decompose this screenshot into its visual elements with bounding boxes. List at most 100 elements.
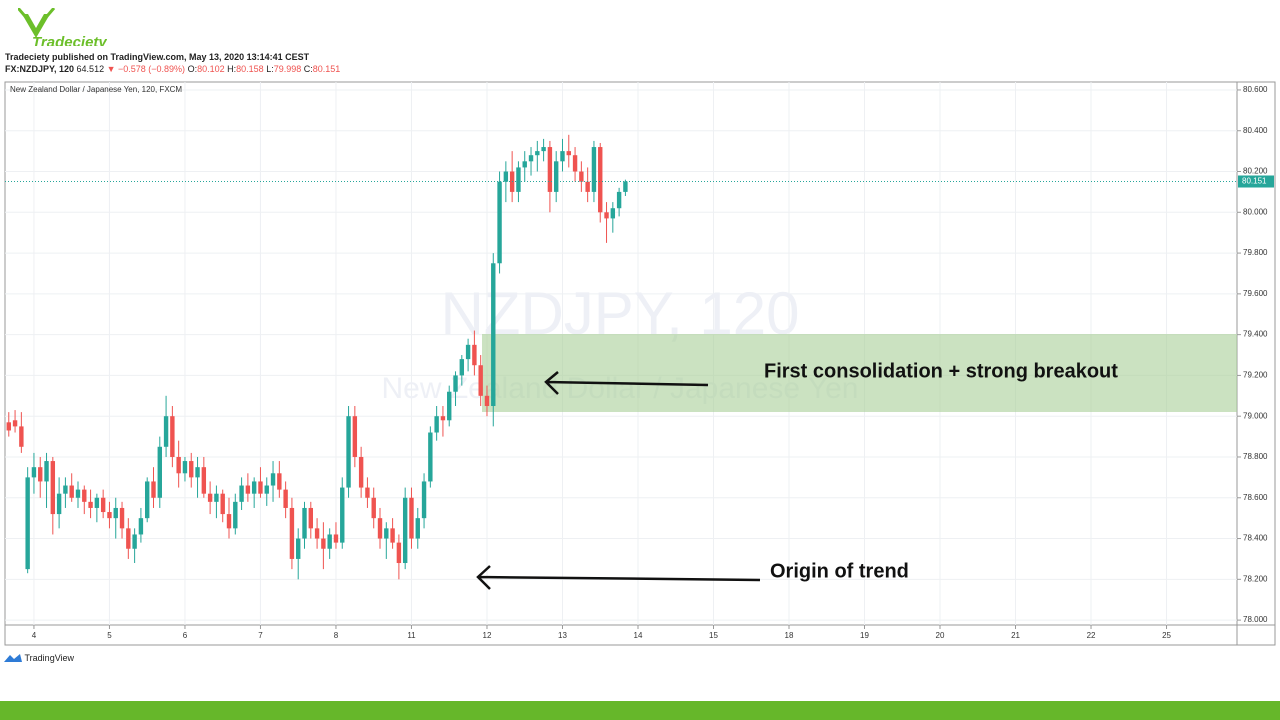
candle-body — [610, 208, 616, 219]
candle-body — [384, 528, 389, 539]
candle-body — [151, 481, 156, 498]
candle-body — [566, 151, 571, 156]
candle-body — [119, 507, 125, 529]
x-tick-label: 15 — [709, 631, 718, 640]
symbol: FX:NZDJPY, 120 — [5, 64, 75, 74]
x-tick-label: 11 — [407, 631, 416, 640]
candle-body — [163, 416, 169, 447]
candle-body — [333, 534, 339, 543]
candle-body — [585, 181, 590, 192]
candle-body — [157, 446, 162, 498]
x-tick-label: 18 — [785, 631, 794, 640]
o-value: 80.102 — [197, 64, 225, 74]
candle-body — [176, 456, 181, 474]
candle-body — [226, 514, 232, 529]
candle-body — [251, 481, 257, 494]
candle-body — [535, 151, 540, 156]
chart-frame — [4, 81, 1276, 646]
candle-body — [44, 461, 49, 482]
y-tick-label: 80.200 — [1243, 167, 1268, 176]
candle-body — [31, 467, 37, 478]
x-tick-label: 20 — [936, 631, 945, 640]
candle-body — [82, 489, 87, 502]
l-value: 79.998 — [273, 64, 302, 74]
candle-body — [491, 263, 496, 407]
candle-body — [283, 489, 288, 508]
candle-body — [63, 485, 68, 494]
x-tick-label: 14 — [634, 631, 643, 640]
arrow — [544, 371, 709, 395]
candle-body — [170, 416, 175, 457]
candle-body — [302, 507, 307, 539]
y-tick-label: 78.800 — [1243, 452, 1268, 461]
candle-body — [365, 487, 370, 498]
candle-body — [182, 461, 188, 474]
y-tick-label: 78.600 — [1243, 493, 1268, 502]
candle-body — [94, 497, 100, 508]
candle-body — [459, 359, 465, 376]
y-tick-label: 79.600 — [1243, 289, 1268, 298]
candle-body — [352, 416, 358, 457]
candle-body — [409, 497, 414, 539]
candle-body — [38, 467, 43, 482]
candle-body — [138, 518, 144, 535]
candle-body — [616, 191, 622, 209]
candle-body — [126, 528, 131, 549]
candle-body — [402, 497, 408, 564]
candle-body — [572, 155, 578, 172]
candle-body — [434, 416, 439, 433]
annotation: First consolidation + strong breakout — [764, 360, 1118, 382]
candle-body — [220, 493, 225, 515]
candle-body — [623, 181, 628, 192]
chart-title: New Zealand Dollar / Japanese Yen, 120, … — [10, 85, 182, 94]
x-tick-label: 5 — [107, 631, 112, 640]
candle-body — [453, 375, 458, 392]
candle-body — [340, 487, 345, 543]
candle-body — [233, 501, 238, 529]
candle-body — [579, 171, 584, 182]
chart: NZDJPY, 120 New Zealand Dollar / Japanes… — [4, 81, 1276, 646]
arrow — [476, 565, 761, 590]
candle-body — [591, 147, 597, 192]
candle-body — [214, 493, 219, 502]
candle-body — [447, 391, 452, 421]
candle-body — [541, 147, 546, 152]
candle-body — [327, 534, 332, 549]
candle-body — [277, 473, 282, 490]
y-tick-label: 78.400 — [1243, 534, 1268, 543]
candle-body — [553, 161, 559, 192]
y-tick-label: 78.000 — [1243, 615, 1268, 624]
candle-body — [245, 485, 251, 494]
y-tick-label: 80.000 — [1243, 207, 1268, 216]
brand-icon — [4, 654, 22, 662]
candles — [6, 134, 628, 580]
candle-body — [484, 395, 490, 407]
y-tick-label: 78.200 — [1243, 574, 1268, 583]
y-tick-label: 80.400 — [1243, 126, 1268, 135]
candle-body — [598, 147, 603, 213]
x-tick-label: 25 — [1162, 631, 1171, 640]
candle-body — [100, 497, 106, 513]
candle-body — [107, 512, 112, 519]
candle-body — [428, 432, 433, 482]
candle-body — [201, 467, 207, 494]
candle-body — [145, 481, 150, 519]
last-price-box — [1238, 175, 1274, 188]
candle-body — [547, 147, 553, 192]
candle-body — [270, 473, 276, 486]
candle-body — [415, 518, 420, 539]
candle-body — [522, 161, 527, 168]
candle-body — [88, 501, 93, 508]
candle-body — [503, 171, 509, 182]
candle-body — [132, 534, 137, 549]
x-tick-label: 7 — [258, 631, 263, 640]
footer-brand: TradingView — [4, 653, 74, 665]
candle-body — [604, 212, 609, 219]
bottom-bar — [0, 701, 1280, 720]
quote-line: FX:NZDJPY, 120 64.512 ▼ −0.578 (−0.89%) … — [5, 64, 340, 74]
candle-body — [12, 420, 18, 427]
candle-body — [258, 481, 263, 494]
c-value: 80.151 — [312, 64, 341, 74]
candle-body — [50, 461, 56, 515]
candle-body — [472, 344, 477, 366]
